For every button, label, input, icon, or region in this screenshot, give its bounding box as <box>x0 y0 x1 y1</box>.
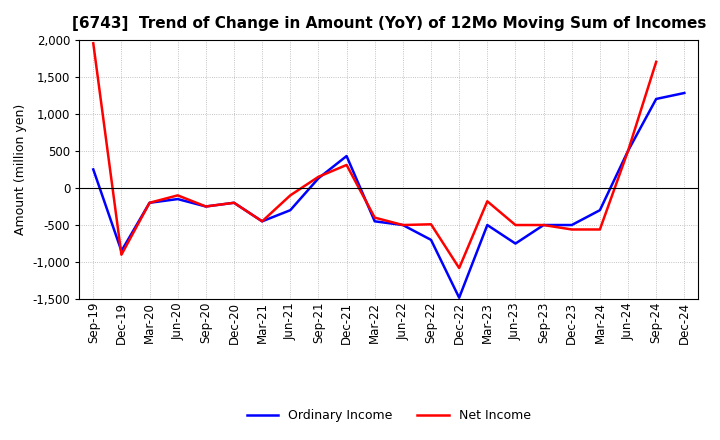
Ordinary Income <box>370 219 379 224</box>
Ordinary Income <box>286 208 294 213</box>
Net Income <box>342 162 351 168</box>
Title: [6743]  Trend of Change in Amount (YoY) of 12Mo Moving Sum of Incomes: [6743] Trend of Change in Amount (YoY) o… <box>71 16 706 32</box>
Ordinary Income <box>399 222 408 227</box>
Net Income <box>370 215 379 220</box>
Y-axis label: Amount (million yen): Amount (million yen) <box>14 104 27 235</box>
Line: Net Income: Net Income <box>94 43 656 268</box>
Net Income <box>567 227 576 232</box>
Net Income <box>202 204 210 209</box>
Net Income <box>117 252 126 257</box>
Ordinary Income <box>539 222 548 227</box>
Net Income <box>624 148 632 154</box>
Net Income <box>174 193 182 198</box>
Net Income <box>483 198 492 204</box>
Net Income <box>595 227 604 232</box>
Net Income <box>511 222 520 227</box>
Net Income <box>399 222 408 227</box>
Ordinary Income <box>314 176 323 181</box>
Ordinary Income <box>342 154 351 159</box>
Ordinary Income <box>230 200 238 205</box>
Ordinary Income <box>680 90 688 95</box>
Net Income <box>286 193 294 198</box>
Ordinary Income <box>567 222 576 227</box>
Ordinary Income <box>202 204 210 209</box>
Ordinary Income <box>483 222 492 227</box>
Net Income <box>427 222 436 227</box>
Ordinary Income <box>455 295 464 301</box>
Net Income <box>455 265 464 271</box>
Ordinary Income <box>89 167 98 172</box>
Ordinary Income <box>511 241 520 246</box>
Net Income <box>230 200 238 205</box>
Ordinary Income <box>145 200 154 205</box>
Net Income <box>89 40 98 46</box>
Net Income <box>258 219 266 224</box>
Ordinary Income <box>427 237 436 242</box>
Net Income <box>314 174 323 180</box>
Ordinary Income <box>117 248 126 253</box>
Ordinary Income <box>258 219 266 224</box>
Ordinary Income <box>652 96 660 102</box>
Net Income <box>539 222 548 227</box>
Line: Ordinary Income: Ordinary Income <box>94 93 684 298</box>
Ordinary Income <box>624 148 632 154</box>
Net Income <box>145 200 154 205</box>
Ordinary Income <box>174 196 182 202</box>
Net Income <box>652 59 660 65</box>
Legend: Ordinary Income, Net Income: Ordinary Income, Net Income <box>242 404 536 427</box>
Ordinary Income <box>595 208 604 213</box>
